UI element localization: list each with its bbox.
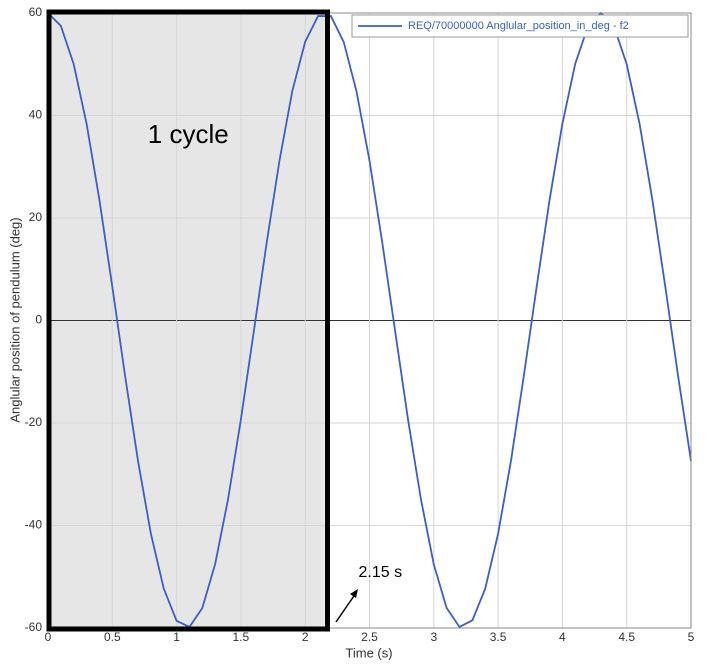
annotation-label: 2.15 s [358,564,402,581]
x-tick-label: 1 [173,630,180,644]
highlight-label: 1 cycle [148,119,229,149]
x-axis-label: Time (s) [345,645,392,660]
x-tick-label: 0 [45,630,52,644]
legend-label: REQ/70000000 Anglular_position_in_deg - … [408,20,629,32]
y-tick-label: 40 [29,108,43,122]
annotation-arrow [335,592,357,623]
x-tick-label: 0.5 [104,630,121,644]
x-tick-label: 2 [302,630,309,644]
x-tick-label: 1.5 [233,630,250,644]
arrow-head [350,589,358,598]
x-tick-label: 3.5 [490,630,507,644]
plot [47,11,692,629]
x-tick-label: 4.5 [618,630,635,644]
y-tick-label: -60 [25,620,43,634]
data-line [47,11,692,629]
y-tick-label: 0 [35,313,42,327]
legend-box [351,14,689,38]
y-tick-label: -40 [25,518,43,532]
x-tick-label: 5 [688,630,695,644]
x-tick-label: 3 [430,630,437,644]
y-axis-label: Anglular position of pendulum (deg) [7,217,22,422]
y-tick-label: 60 [29,5,43,19]
highlight-border [46,9,330,632]
y-tick-label: -20 [25,415,43,429]
y-tick-label: 20 [29,210,43,224]
x-tick-label: 4 [559,630,566,644]
x-tick-label: 2.5 [361,630,378,644]
